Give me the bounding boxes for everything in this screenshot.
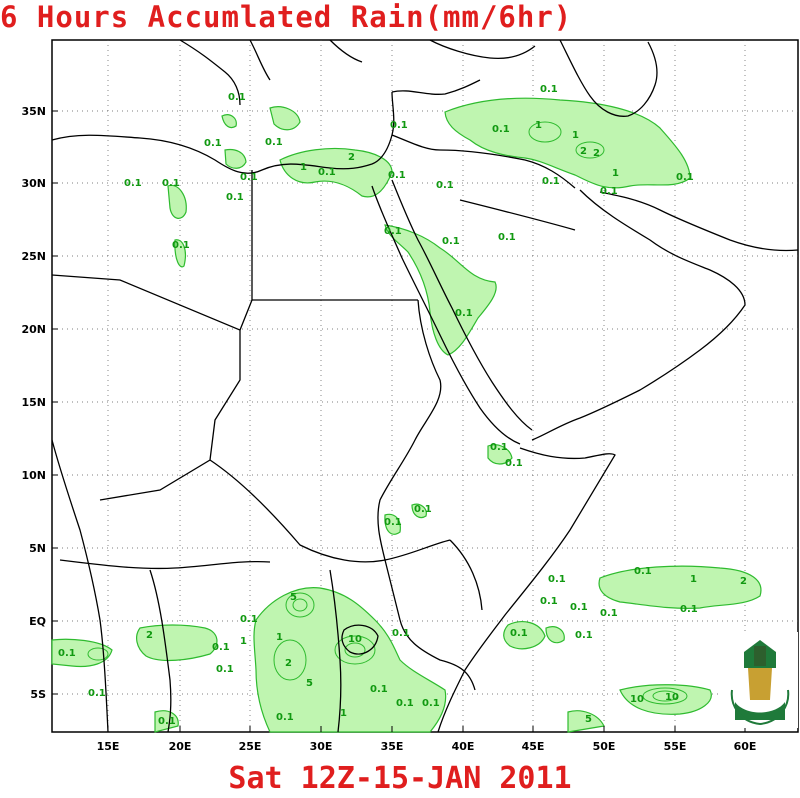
svg-text:0.1: 0.1: [158, 716, 176, 727]
svg-text:5N: 5N: [29, 542, 46, 555]
svg-text:0.1: 0.1: [442, 236, 460, 247]
svg-text:2: 2: [348, 152, 355, 163]
svg-text:0.1: 0.1: [384, 226, 402, 237]
svg-text:2: 2: [740, 576, 747, 587]
coastlines: [51, 39, 799, 733]
svg-text:0.1: 0.1: [265, 137, 283, 148]
svg-text:0.1: 0.1: [600, 608, 618, 619]
svg-text:0.1: 0.1: [124, 178, 142, 189]
svg-text:0.1: 0.1: [396, 698, 414, 709]
svg-text:0.1: 0.1: [88, 688, 106, 699]
svg-text:2: 2: [285, 658, 292, 669]
svg-text:0.1: 0.1: [490, 442, 508, 453]
valid-time: Sat 12Z-15-JAN 2011: [228, 761, 572, 796]
svg-text:0.1: 0.1: [226, 192, 244, 203]
svg-text:0.1: 0.1: [505, 458, 523, 469]
svg-text:5: 5: [306, 678, 313, 689]
svg-text:0.1: 0.1: [392, 628, 410, 639]
svg-text:2: 2: [580, 146, 587, 157]
svg-text:60E: 60E: [734, 740, 757, 753]
svg-text:45E: 45E: [522, 740, 545, 753]
svg-text:0.1: 0.1: [414, 504, 432, 515]
svg-text:0.1: 0.1: [422, 698, 440, 709]
svg-text:0.1: 0.1: [542, 176, 560, 187]
axis-ticks: [52, 110, 746, 732]
svg-text:0.1: 0.1: [540, 596, 558, 607]
svg-text:25E: 25E: [239, 740, 262, 753]
rain-map: 0.1 0.1 0.1 0.1 0.1 0.1 0.1 0.1 1 0.1 2 …: [21, 39, 799, 753]
svg-text:0.1: 0.1: [390, 120, 408, 131]
contour-value-labels: 0.1 0.1 0.1 0.1 0.1 0.1 0.1 0.1 1 0.1 2 …: [58, 84, 747, 727]
svg-text:0.1: 0.1: [510, 628, 528, 639]
svg-text:35N: 35N: [21, 105, 46, 118]
rain-areas: [51, 97, 762, 733]
svg-text:0.1: 0.1: [570, 602, 588, 613]
svg-text:0.1: 0.1: [436, 180, 454, 191]
svg-text:0.1: 0.1: [388, 170, 406, 181]
latitude-labels: 35N 30N 25N 20N 15N 10N 5N EQ 5S: [21, 105, 46, 701]
lake-victoria: [341, 624, 379, 655]
svg-text:10: 10: [630, 694, 644, 705]
svg-text:1: 1: [276, 632, 283, 643]
svg-text:0.1: 0.1: [240, 172, 258, 183]
svg-text:40E: 40E: [452, 740, 475, 753]
svg-text:20E: 20E: [169, 740, 192, 753]
svg-text:20N: 20N: [21, 323, 46, 336]
svg-text:0.1: 0.1: [455, 308, 473, 319]
svg-text:1: 1: [690, 574, 697, 585]
svg-text:0.1: 0.1: [240, 614, 258, 625]
svg-text:0.1: 0.1: [540, 84, 558, 95]
svg-text:EQ: EQ: [29, 615, 46, 628]
svg-text:10: 10: [348, 634, 362, 645]
svg-text:5: 5: [290, 592, 297, 603]
svg-text:0.1: 0.1: [276, 712, 294, 723]
svg-text:0.1: 0.1: [498, 232, 516, 243]
svg-text:30N: 30N: [21, 177, 46, 190]
svg-text:10: 10: [665, 692, 679, 703]
svg-text:0.1: 0.1: [492, 124, 510, 135]
svg-text:30E: 30E: [310, 740, 333, 753]
svg-text:1: 1: [240, 636, 247, 647]
svg-text:1: 1: [572, 130, 579, 141]
svg-text:1: 1: [300, 162, 307, 173]
svg-text:15E: 15E: [97, 740, 120, 753]
rain-contours: [87, 121, 688, 705]
svg-text:15N: 15N: [21, 396, 46, 409]
svg-text:0.1: 0.1: [634, 566, 652, 577]
svg-text:1: 1: [612, 168, 619, 179]
svg-text:0.1: 0.1: [318, 167, 336, 178]
svg-text:0.1: 0.1: [216, 664, 234, 675]
svg-text:55E: 55E: [664, 740, 687, 753]
longitude-labels: 15E 20E 25E 30E 35E 40E 45E 50E 55E 60E: [97, 740, 757, 753]
svg-text:0.1: 0.1: [172, 240, 190, 251]
svg-text:2: 2: [146, 630, 153, 641]
university-seal-logo: [722, 632, 798, 728]
svg-text:0.1: 0.1: [575, 630, 593, 641]
svg-text:10N: 10N: [21, 469, 46, 482]
svg-text:25N: 25N: [21, 250, 46, 263]
svg-text:0.1: 0.1: [212, 642, 230, 653]
svg-text:2: 2: [593, 148, 600, 159]
svg-text:0.1: 0.1: [370, 684, 388, 695]
map-title: 6 Hours Accumlated Rain(mm/6hr): [0, 0, 573, 34]
svg-text:0.1: 0.1: [676, 172, 694, 183]
svg-text:35E: 35E: [381, 740, 404, 753]
svg-text:1: 1: [340, 708, 347, 719]
svg-text:5S: 5S: [30, 688, 46, 701]
svg-text:50E: 50E: [593, 740, 616, 753]
svg-text:0.1: 0.1: [162, 178, 180, 189]
svg-text:0.1: 0.1: [548, 574, 566, 585]
svg-text:5: 5: [585, 714, 592, 725]
svg-text:0.1: 0.1: [58, 648, 76, 659]
svg-text:0.1: 0.1: [680, 604, 698, 615]
svg-text:0.1: 0.1: [228, 92, 246, 103]
svg-text:0.1: 0.1: [384, 517, 402, 528]
svg-text:1: 1: [535, 120, 542, 131]
svg-text:0.1: 0.1: [600, 186, 618, 197]
svg-text:0.1: 0.1: [204, 138, 222, 149]
